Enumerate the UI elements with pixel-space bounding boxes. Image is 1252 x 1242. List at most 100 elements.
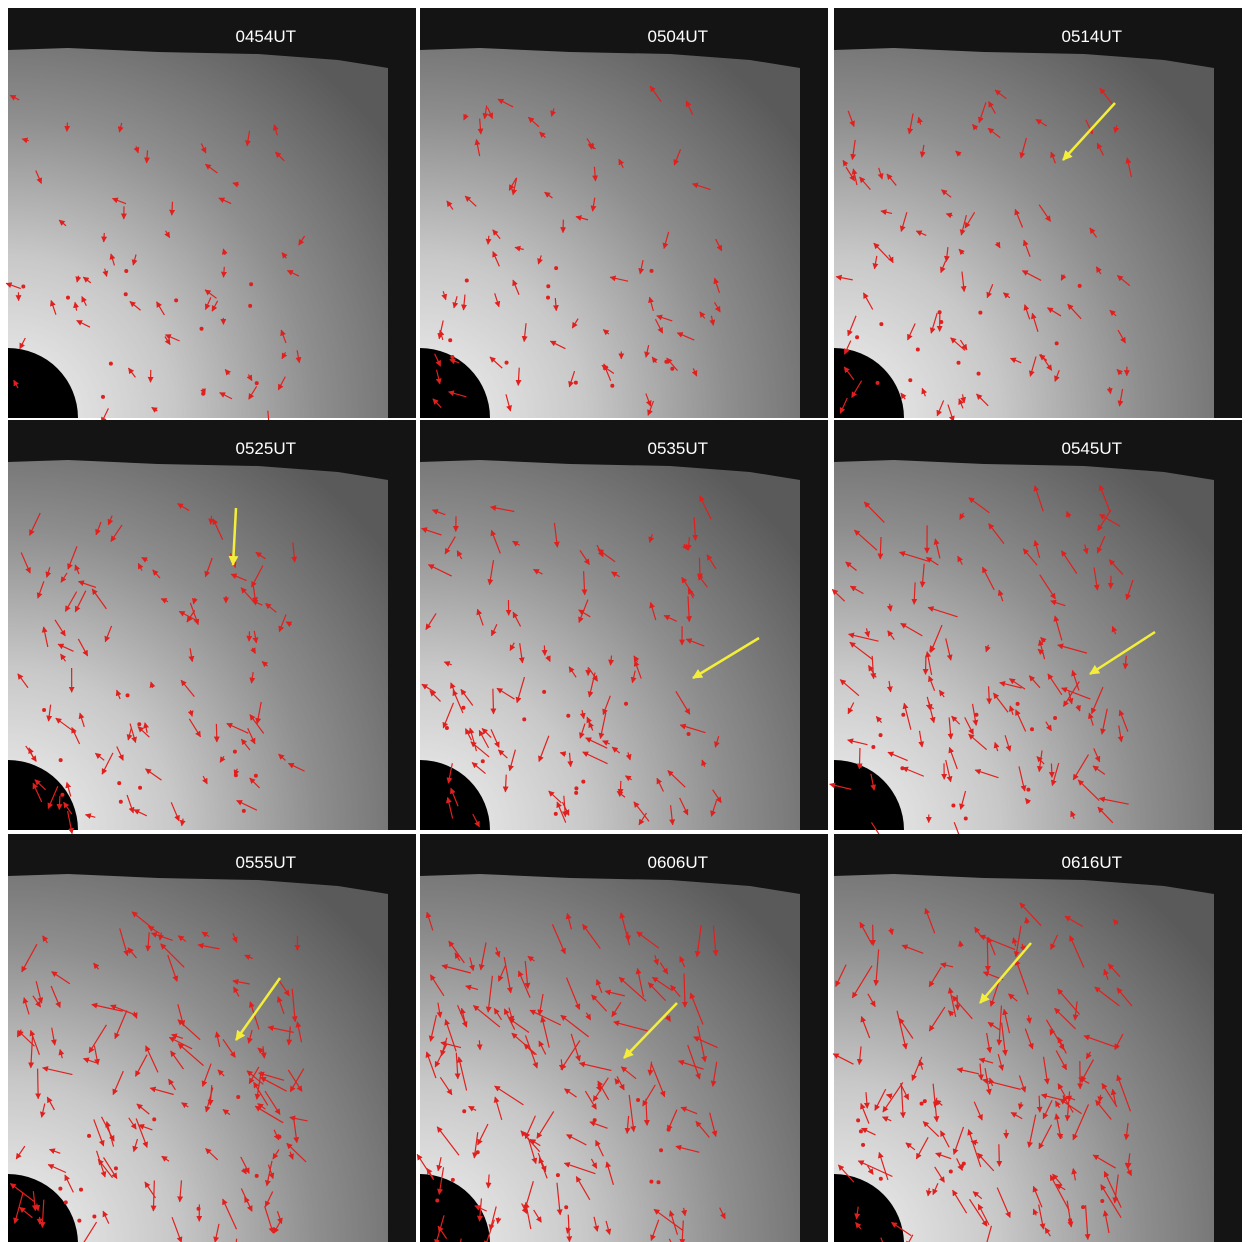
flow-vector: [999, 1144, 1000, 1166]
flow-vector: [699, 558, 700, 579]
flow-dot: [855, 335, 859, 339]
figure: 0454UT 0504UT 0514UT 0525UT 0535UT 0545UT 0555…: [0, 0, 1252, 1242]
flow-dot: [64, 1200, 68, 1204]
flow-dot: [542, 690, 546, 694]
flow-dot: [197, 1207, 201, 1211]
flow-dot: [152, 1117, 156, 1121]
flow-dot: [554, 812, 558, 816]
flow-dot: [92, 1215, 96, 1219]
flow-dot: [951, 803, 955, 807]
flow-dot: [876, 381, 880, 385]
flow-vector: [38, 1069, 39, 1099]
flow-dot: [462, 1109, 466, 1113]
flow-dot: [879, 322, 883, 326]
flow-dot: [938, 310, 942, 314]
flow-dot: [978, 311, 982, 315]
flow-dot: [233, 750, 237, 754]
flow-dot: [79, 1188, 83, 1192]
flow-dot: [255, 1174, 259, 1178]
flow-dot: [59, 758, 63, 762]
panel-label: 0504UT: [648, 27, 708, 46]
image-region: [8, 874, 388, 1242]
flow-dot: [859, 1129, 863, 1133]
flow-dot: [450, 355, 454, 359]
flow-dot: [581, 780, 585, 784]
flow-dot: [670, 367, 674, 371]
flow-dot: [908, 378, 912, 382]
flow-dot: [964, 817, 968, 821]
flow-dot: [649, 1180, 653, 1184]
image-region: [834, 48, 1214, 418]
flow-dot: [546, 284, 550, 288]
panel-label: 0616UT: [1062, 853, 1122, 872]
flow-dot: [564, 1205, 568, 1209]
flow-dot: [101, 395, 105, 399]
panel: 0545UT: [830, 420, 1242, 844]
flow-dot: [42, 708, 46, 712]
flow-dot: [522, 717, 526, 721]
flow-dot: [861, 1143, 865, 1147]
flow-vector: [104, 233, 105, 242]
flow-dot: [21, 284, 25, 288]
flow-vector: [67, 123, 68, 132]
image-region: [420, 48, 800, 418]
flow-dot: [448, 338, 452, 342]
flow-dot: [657, 1180, 661, 1184]
panel: 0454UT: [6, 8, 416, 426]
flow-dot: [977, 372, 981, 376]
flow-vector: [1039, 1096, 1040, 1112]
image-region: [8, 460, 388, 830]
flow-vector: [544, 645, 545, 655]
flow-dot: [255, 381, 259, 385]
flow-dot: [664, 360, 668, 364]
flow-dot: [1053, 716, 1057, 720]
flow-dot: [574, 786, 578, 790]
flow-dot: [939, 320, 943, 324]
flow-vector: [620, 781, 621, 794]
flow-vector: [224, 267, 225, 277]
flow-dot: [957, 361, 961, 365]
flow-dot: [505, 361, 509, 365]
flow-dot: [481, 759, 485, 763]
flow-dot: [174, 298, 178, 302]
flow-dot: [60, 793, 64, 797]
flow-vector: [957, 995, 958, 1010]
flow-dot: [879, 733, 883, 737]
panel: 0535UT: [420, 420, 828, 830]
flow-dot: [1081, 1205, 1085, 1209]
flow-vector: [989, 686, 990, 704]
flow-dot: [916, 348, 920, 352]
flow-dot: [242, 809, 246, 813]
flow-dot: [277, 1135, 281, 1139]
flow-dot: [1068, 1218, 1072, 1222]
flow-dot: [451, 1178, 455, 1182]
flow-dot: [435, 1199, 439, 1203]
flow-dot: [650, 269, 654, 273]
flow-dot: [1026, 788, 1030, 792]
flow-dot: [119, 800, 123, 804]
flow-dot: [77, 1219, 81, 1223]
flow-dot: [476, 1150, 480, 1154]
flow-dot: [974, 713, 978, 717]
flow-dot: [114, 1166, 118, 1170]
flow-dot: [66, 296, 70, 300]
flow-dot: [871, 745, 875, 749]
flow-vector: [172, 202, 173, 215]
flow-vector: [488, 236, 489, 245]
flow-dot: [461, 706, 465, 710]
flow-dot: [249, 282, 253, 286]
panel: 0514UT: [834, 8, 1242, 422]
panel-label: 0454UT: [236, 27, 296, 46]
panel-label: 0525UT: [236, 439, 296, 458]
flow-dot: [87, 1134, 91, 1138]
flow-vector: [505, 775, 506, 792]
flow-dot: [1055, 341, 1059, 345]
flow-dot: [1078, 284, 1082, 288]
flow-vector: [987, 939, 988, 972]
flow-dot: [900, 766, 904, 770]
flow-dot: [879, 1177, 883, 1181]
flow-dot: [138, 786, 142, 790]
panel-label: 0535UT: [648, 439, 708, 458]
flow-dot: [556, 1173, 560, 1177]
panel-label: 0555UT: [236, 853, 296, 872]
